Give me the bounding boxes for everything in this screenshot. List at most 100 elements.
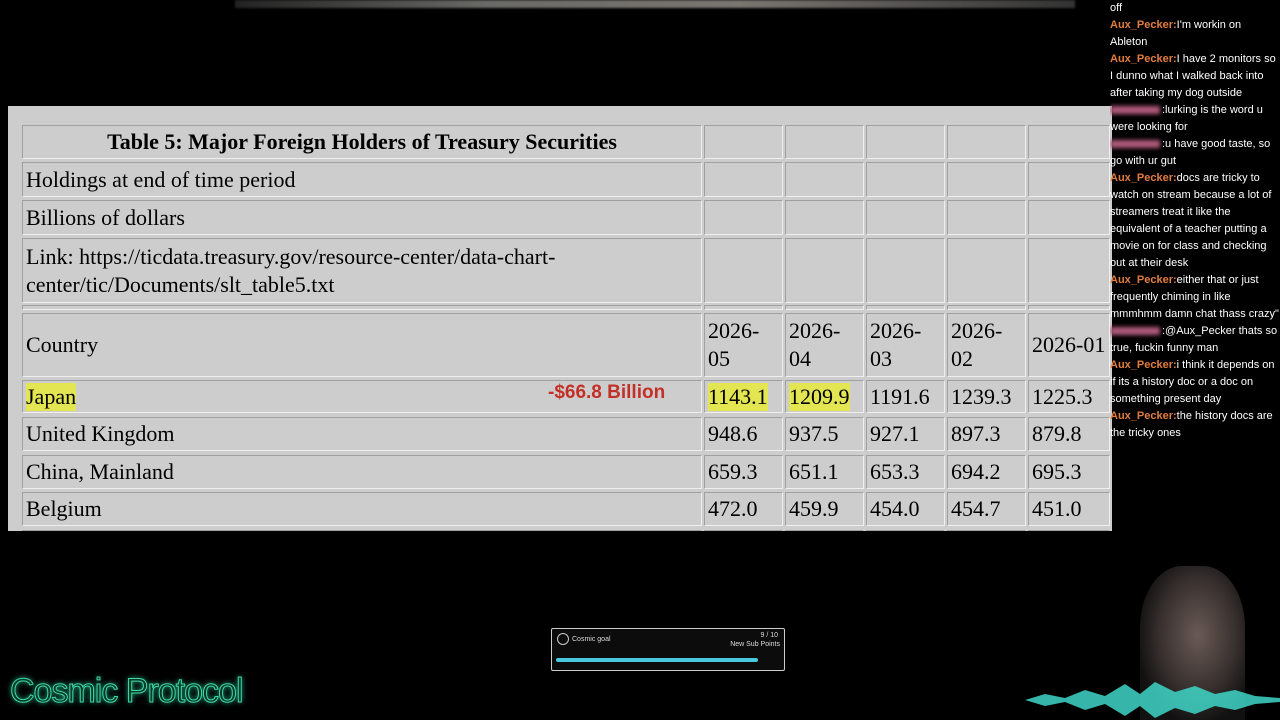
- data-cell: 927.1: [866, 417, 945, 451]
- goal-label: New Sub Points: [730, 641, 780, 648]
- header-cell: Country: [22, 313, 702, 377]
- data-cell: 1209.9: [785, 380, 864, 413]
- empty-cell: [785, 125, 864, 159]
- empty-cell: [704, 238, 783, 303]
- note-cell: Holdings at end of time period: [22, 162, 702, 197]
- empty-cell: [704, 162, 783, 197]
- goal-widget: Cosmic goal 9 / 10 New Sub Points: [551, 628, 785, 671]
- cell-text: 454.0: [870, 496, 920, 521]
- empty-cell: [866, 530, 945, 531]
- data-cell: 459.9: [785, 492, 864, 526]
- chat-text: :@Aux_Pecker thats so true, fuckin funny…: [1110, 325, 1278, 354]
- chat-text: off: [1110, 2, 1123, 14]
- chat-message: Aux_Pecker:either that or just frequentl…: [1110, 272, 1280, 323]
- table-panel: Table 5: Major Foreign Holders of Treasu…: [8, 106, 1112, 531]
- annotation: -$66.8 Billion: [548, 382, 666, 403]
- cell-text: 454.7: [951, 496, 1001, 521]
- empty-cell: [947, 162, 1026, 197]
- chat-user: Aux_Pecker:: [1110, 410, 1177, 422]
- cell-text: 459.9: [789, 496, 839, 521]
- empty-cell: [704, 530, 783, 531]
- chat-text: the history docs are the tricky ones: [1110, 410, 1273, 439]
- header-cell: 2026-05: [704, 313, 783, 377]
- chat-text: i think it depends on if its a history d…: [1110, 359, 1275, 405]
- chat-user-hidden: [1110, 140, 1160, 149]
- cell-text: 879.8: [1032, 421, 1082, 446]
- chat-text: :u have good taste, so go with ur gut: [1110, 138, 1271, 167]
- chat-message: off: [1110, 0, 1280, 17]
- data-cell: 948.6: [704, 417, 783, 451]
- cell-text: 948.6: [708, 421, 758, 446]
- empty-cell: [947, 238, 1026, 303]
- empty-cell: [866, 200, 945, 235]
- chat-user: Aux_Pecker:: [1110, 274, 1177, 286]
- chat-message: Aux_Pecker:the history docs are the tric…: [1110, 408, 1280, 442]
- cell-text: 659.3: [708, 459, 758, 484]
- header-cell: 2026-02: [947, 313, 1026, 377]
- empty-cell: [947, 125, 1026, 159]
- note-cell: Billions of dollars: [22, 200, 702, 235]
- chat-message: Aux_Pecker:docs are tricky to watch on s…: [1110, 170, 1280, 272]
- data-cell: 879.8: [1028, 417, 1110, 451]
- chat-message: Aux_Pecker:i think it depends on if its …: [1110, 357, 1280, 408]
- data-cell: 454.7: [947, 492, 1026, 526]
- header-cell: 2026-01: [1028, 313, 1110, 377]
- data-cell: 1143.1: [704, 380, 783, 413]
- spacer-cell: [704, 305, 783, 310]
- chat-user-hidden: [1110, 327, 1160, 336]
- data-cell: 1225.3: [1028, 380, 1110, 413]
- cell-text: 651.1: [789, 459, 839, 484]
- empty-cell: [1028, 162, 1110, 197]
- data-cell: 454.0: [866, 492, 945, 526]
- empty-cell: [785, 200, 864, 235]
- data-cell: 472.0: [704, 492, 783, 526]
- header-cell: 2026-04: [785, 313, 864, 377]
- data-cell: 1191.6: [866, 380, 945, 413]
- cell-text: 1191.6: [870, 383, 930, 409]
- spacer-cell: [22, 305, 702, 310]
- audio-visualizer: [1025, 682, 1280, 718]
- logo: Cosmic Protocol: [10, 672, 245, 711]
- header-cell: 2026-03: [866, 313, 945, 377]
- cell-text: 451.0: [1032, 496, 1082, 521]
- spacer-cell: [1028, 305, 1110, 310]
- spacer-cell: [866, 305, 945, 310]
- empty-cell: [866, 238, 945, 303]
- cell-text: 1239.3: [951, 383, 1012, 409]
- data-cell: China, Mainland: [22, 455, 702, 489]
- empty-cell: [704, 200, 783, 235]
- data-cell: 653.3: [866, 455, 945, 489]
- cell-text: 927.1: [870, 421, 920, 446]
- chat-message: :lurking is the word u were looking for: [1110, 102, 1280, 136]
- data-cell: Belgium: [22, 492, 702, 526]
- chat-user: Aux_Pecker:: [1110, 53, 1177, 65]
- chat-text: :lurking is the word u were looking for: [1110, 104, 1263, 133]
- chat-text: either that or just frequently chiming i…: [1110, 274, 1279, 320]
- data-cell: 695.3: [1028, 455, 1110, 489]
- cell-text: 1225.3: [1032, 383, 1093, 409]
- chat-message: :@Aux_Pecker thats so true, fuckin funny…: [1110, 323, 1280, 357]
- cell-text: 937.5: [789, 421, 839, 446]
- cell-text: Japan: [26, 382, 77, 411]
- empty-cell: [704, 125, 783, 159]
- goal-icon: [557, 633, 569, 645]
- data-cell: 451.0: [1028, 492, 1110, 526]
- note-cell: Link: https://ticdata.treasury.gov/resou…: [22, 238, 702, 303]
- empty-cell: [785, 162, 864, 197]
- empty-cell: [866, 162, 945, 197]
- background-video: [235, 0, 1075, 8]
- empty-cell: [866, 125, 945, 159]
- cell-text: 472.0: [708, 496, 758, 521]
- chat-message: Aux_Pecker:I have 2 monitors so I dunno …: [1110, 51, 1280, 102]
- goal-title: Cosmic goal: [572, 636, 611, 643]
- data-cell: United Kingdom: [22, 417, 702, 451]
- chat-text: I'm workin on Ableton: [1110, 19, 1242, 48]
- chat-text: docs are tricky to watch on stream becau…: [1110, 172, 1272, 269]
- chat-user: Aux_Pecker:: [1110, 359, 1177, 371]
- spacer-cell: [785, 305, 864, 310]
- empty-cell: [22, 530, 702, 531]
- empty-cell: [1028, 200, 1110, 235]
- chat-user-hidden: [1110, 106, 1160, 115]
